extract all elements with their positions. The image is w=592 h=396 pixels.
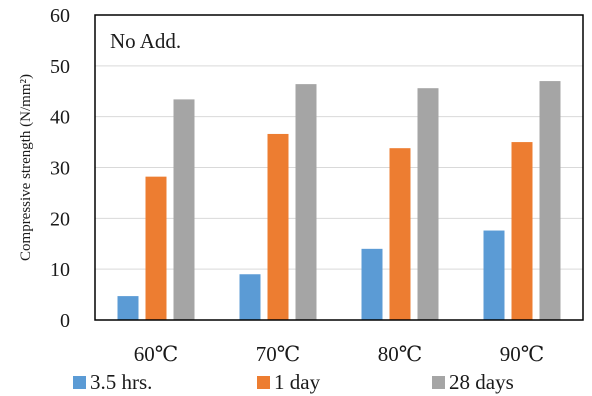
y-tick-label: 0 bbox=[60, 310, 70, 332]
x-axis-ticks: 60℃ 70℃ 80℃ 90℃ bbox=[134, 342, 545, 366]
x-tick-label: 60℃ bbox=[134, 342, 179, 366]
y-axis-label: Compressive strength (N/mm²) bbox=[18, 74, 34, 261]
x-tick-label: 80℃ bbox=[378, 342, 423, 366]
bars bbox=[117, 81, 561, 320]
gridlines bbox=[95, 65, 583, 270]
y-tick-label: 10 bbox=[50, 259, 70, 281]
chart-annotation: No Add. bbox=[110, 29, 181, 53]
legend-swatch bbox=[432, 376, 445, 389]
legend-swatch bbox=[73, 376, 86, 389]
legend: 3.5 hrs. 1 day 28 days bbox=[73, 370, 514, 394]
y-tick-label: 30 bbox=[50, 158, 70, 180]
bar bbox=[483, 230, 505, 320]
legend-swatch bbox=[257, 376, 270, 389]
bar bbox=[361, 248, 383, 320]
bar bbox=[267, 133, 289, 320]
legend-label: 1 day bbox=[274, 370, 321, 394]
bar bbox=[511, 142, 533, 320]
legend-label: 28 days bbox=[449, 370, 514, 394]
y-axis-ticks: 0 10 20 30 40 50 60 bbox=[50, 5, 70, 332]
plot-area-frame bbox=[94, 14, 584, 321]
bar bbox=[539, 81, 561, 320]
x-tick-label: 90℃ bbox=[500, 342, 545, 366]
y-tick-label: 40 bbox=[50, 107, 70, 129]
bar bbox=[117, 296, 139, 320]
y-tick-label: 50 bbox=[50, 56, 70, 78]
y-tick-label: 60 bbox=[50, 5, 70, 27]
x-tick-label: 70℃ bbox=[256, 342, 301, 366]
legend-label: 3.5 hrs. bbox=[90, 370, 152, 394]
bar bbox=[389, 148, 411, 320]
bar bbox=[145, 176, 167, 320]
bar bbox=[173, 99, 195, 320]
bar bbox=[417, 88, 439, 320]
y-tick-label: 20 bbox=[50, 208, 70, 230]
bar bbox=[239, 274, 261, 320]
bar bbox=[295, 84, 317, 320]
